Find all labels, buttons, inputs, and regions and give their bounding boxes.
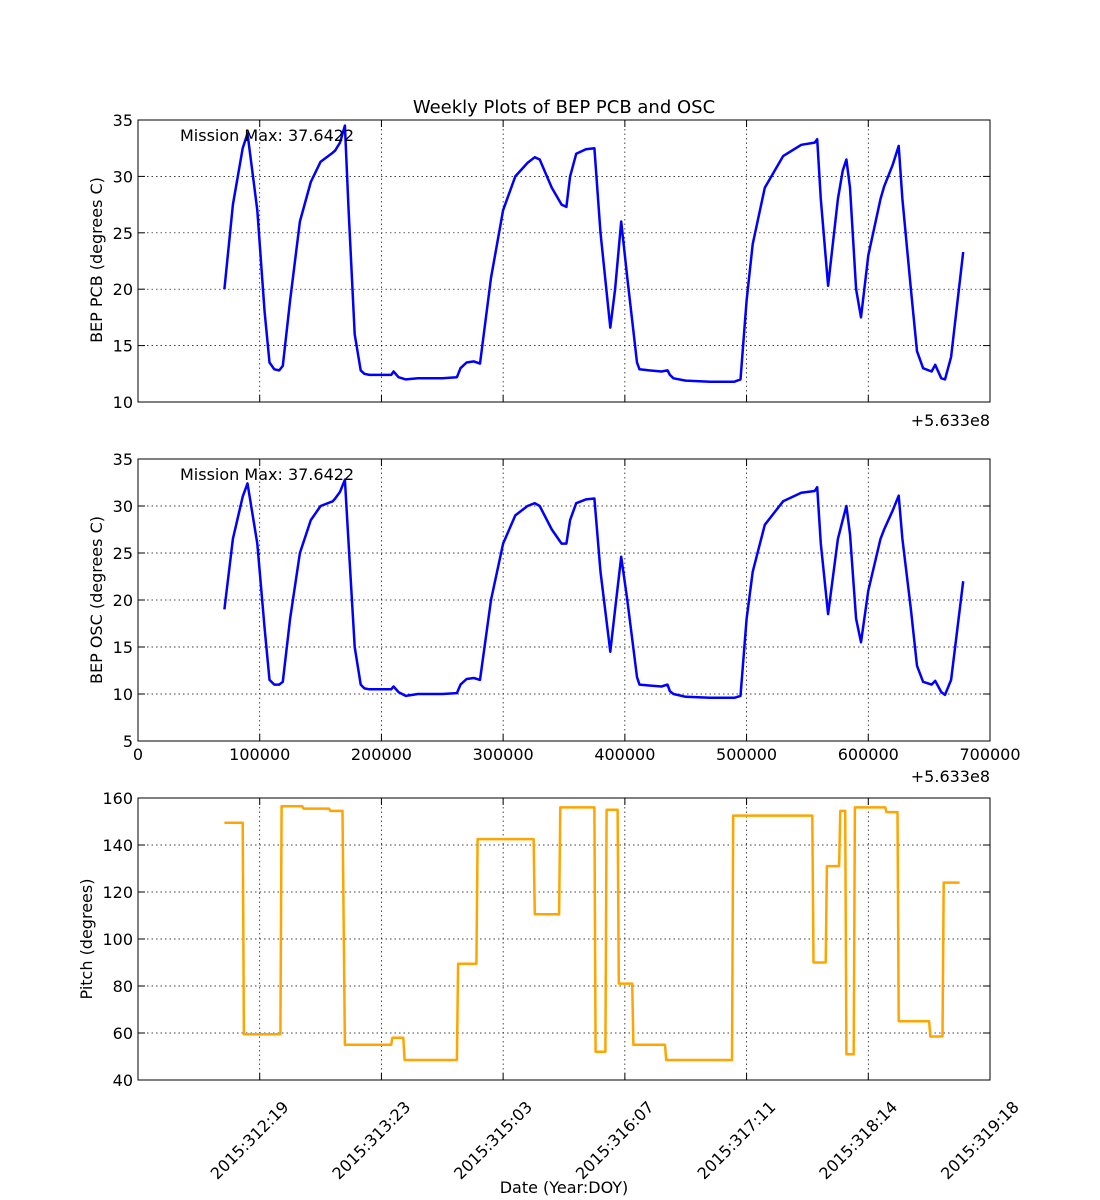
bep-pcb-ytick-label: 20 bbox=[113, 280, 133, 299]
pitch-ytick-label: 140 bbox=[102, 836, 133, 855]
bep-osc-mission-max-annotation: Mission Max: 37.6422 bbox=[180, 465, 354, 484]
bep-pcb-ytick-label: 10 bbox=[113, 393, 133, 412]
bep-osc-xtick-label: 400000 bbox=[594, 745, 655, 764]
bep-pcb-offset-label: +5.633e8 bbox=[911, 411, 990, 430]
bep-osc-xtick-label: 500000 bbox=[716, 745, 777, 764]
bep-osc-xtick-label: 700000 bbox=[959, 745, 1020, 764]
panel-bep-osc-ticks: 5 10 15 20 25 30 35 0 100000 200000 300000 400000 50… bbox=[113, 450, 1021, 764]
panel-pitch-frame bbox=[137, 797, 991, 1081]
bep-osc-ytick-label: 25 bbox=[113, 544, 133, 563]
pitch-xtick-label: 2015:318:14 bbox=[815, 1097, 901, 1183]
pitch-xtick-label: 2015:315:03 bbox=[450, 1097, 536, 1183]
bep-pcb-series-line bbox=[223, 124, 965, 383]
bep-osc-xtick-label: 100000 bbox=[229, 745, 290, 764]
pitch-xtick-label: 2015:313:23 bbox=[328, 1097, 414, 1183]
bep-osc-ytick-label: 30 bbox=[113, 497, 133, 516]
pitch-ytick-label: 120 bbox=[102, 883, 133, 902]
pitch-ytick-label: 40 bbox=[113, 1071, 133, 1090]
bep-osc-xtick-label: 600000 bbox=[838, 745, 899, 764]
panel-bep-osc-grid bbox=[138, 459, 990, 741]
pitch-xtick-label: 2015:319:18 bbox=[937, 1097, 1023, 1183]
pitch-series-line bbox=[224, 804, 960, 1062]
bep-osc-offset-label: +5.633e8 bbox=[911, 767, 990, 786]
panel-bep-osc: 5 10 15 20 25 30 35 0 100000 200000 300000 400000 50… bbox=[87, 450, 1021, 786]
panel-bep-pcb: 10 15 20 25 30 35 BEP PCB (degrees C) Mission… bbox=[87, 111, 991, 430]
bep-pcb-ytick-label: 15 bbox=[113, 337, 133, 356]
bep-osc-xtick-label: 300000 bbox=[473, 745, 534, 764]
pitch-xtick-label: 2015:317:11 bbox=[694, 1097, 780, 1183]
pitch-ytick-label: 100 bbox=[102, 930, 133, 949]
panel-bep-osc-frame bbox=[137, 458, 991, 742]
pitch-xtick-label: 2015:316:07 bbox=[572, 1097, 658, 1183]
bep-osc-ytick-label: 10 bbox=[113, 685, 133, 704]
bep-pcb-mission-max-annotation: Mission Max: 37.6422 bbox=[180, 126, 354, 145]
bep-osc-series-line bbox=[223, 478, 965, 700]
bep-pcb-ylabel: BEP PCB (degrees C) bbox=[87, 177, 106, 343]
panel-bep-pcb-grid bbox=[138, 120, 990, 402]
bep-pcb-ytick-label: 30 bbox=[113, 167, 133, 186]
pitch-ylabel: Pitch (degrees) bbox=[77, 879, 96, 1000]
bep-pcb-ytick-label: 25 bbox=[113, 224, 133, 243]
pitch-ytick-label: 60 bbox=[113, 1024, 133, 1043]
pitch-xlabel: Date (Year:DOY) bbox=[500, 1178, 629, 1197]
panel-pitch-ticks: 40 60 80 100 120 140 160 2015:312:19 2015:313:23… bbox=[102, 789, 1022, 1183]
chart-title: Weekly Plots of BEP PCB and OSC bbox=[413, 97, 715, 118]
bep-osc-ytick-label: 15 bbox=[113, 638, 133, 657]
bep-osc-ytick-label: 20 bbox=[113, 591, 133, 610]
bep-osc-ytick-label: 5 bbox=[123, 732, 133, 751]
pitch-xtick-label: 2015:312:19 bbox=[207, 1097, 293, 1183]
bep-osc-ylabel: BEP OSC (degrees C) bbox=[87, 516, 106, 684]
bep-osc-xtick-label: 200000 bbox=[351, 745, 412, 764]
pitch-ytick-label: 160 bbox=[102, 789, 133, 808]
panel-bep-pcb-frame bbox=[137, 119, 991, 403]
bep-pcb-ytick-label: 35 bbox=[113, 111, 133, 130]
bep-osc-xtick-label: 0 bbox=[133, 745, 143, 764]
panel-pitch: 40 60 80 100 120 140 160 2015:312:19 2015:313:23… bbox=[77, 789, 1023, 1197]
pitch-ytick-label: 80 bbox=[113, 977, 133, 996]
panel-pitch-grid bbox=[138, 798, 990, 1080]
bep-osc-ytick-label: 35 bbox=[113, 450, 133, 469]
panel-bep-pcb-ticks: 10 15 20 25 30 35 bbox=[113, 111, 991, 412]
